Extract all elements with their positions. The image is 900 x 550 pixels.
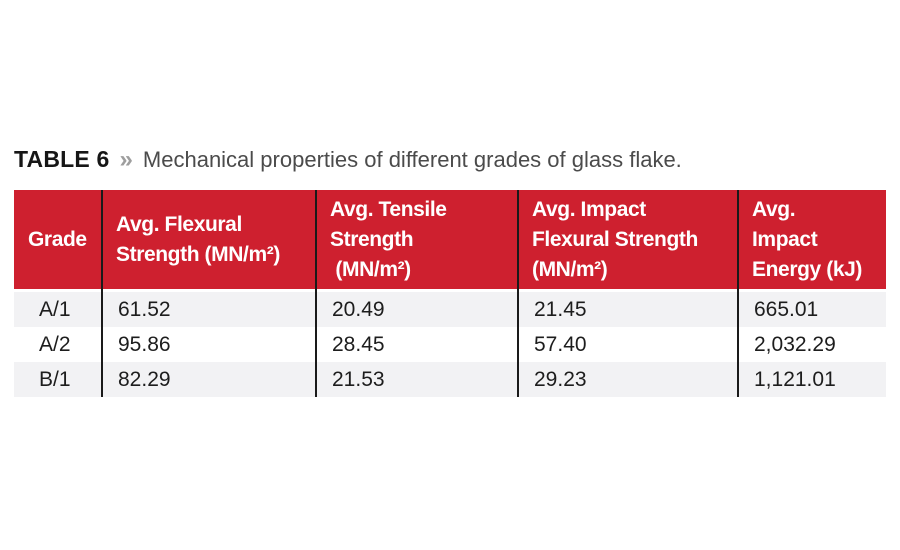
cell-tensile-strength: 21.53 bbox=[332, 367, 385, 391]
glass-flake-table: Grade Avg. Flexural Strength (MN/m²) Avg… bbox=[14, 190, 886, 397]
header-line: Flexural Strength bbox=[532, 227, 698, 251]
table-caption-row: TABLE 6 » Mechanical properties of diffe… bbox=[14, 146, 682, 174]
table-body: A/1 61.52 20.49 21.45 665.01 A/2 95.86 2… bbox=[14, 292, 886, 397]
column-divider bbox=[315, 190, 317, 397]
table-number-label: TABLE 6 bbox=[14, 146, 110, 172]
cell-impact-energy: 1,121.01 bbox=[754, 367, 836, 391]
table-caption-text: Mechanical properties of different grade… bbox=[142, 147, 682, 172]
table-header-row: Grade Avg. Flexural Strength (MN/m²) Avg… bbox=[14, 190, 886, 289]
header-line: Avg. Flexural bbox=[116, 212, 242, 236]
header-cell-flexural-strength: Avg. Flexural Strength (MN/m²) bbox=[102, 190, 316, 289]
cell-grade: A/1 bbox=[39, 297, 71, 321]
cell-impact-flexural-strength: 29.23 bbox=[534, 367, 587, 391]
header-line: Avg. bbox=[752, 197, 796, 221]
header-line: Strength (MN/m²) bbox=[116, 242, 280, 266]
column-divider bbox=[517, 190, 519, 397]
cell-impact-flexural-strength: 21.45 bbox=[534, 297, 587, 321]
table-row-a1: A/1 61.52 20.49 21.45 665.01 bbox=[14, 292, 886, 327]
table-row-b1: B/1 82.29 21.53 29.23 1,121.01 bbox=[14, 362, 886, 397]
cell-flexural-strength: 95.86 bbox=[118, 332, 171, 356]
cell-tensile-strength: 20.49 bbox=[332, 297, 385, 321]
header-line: Strength bbox=[330, 227, 414, 251]
cell-impact-energy: 2,032.29 bbox=[754, 332, 836, 356]
cell-flexural-strength: 82.29 bbox=[118, 367, 171, 391]
table-row-a2: A/2 95.86 28.45 57.40 2,032.29 bbox=[14, 327, 886, 362]
header-cell-tensile-strength: Avg. Tensile Strength (MN/m²) bbox=[316, 190, 518, 289]
header-cell-impact-flexural-strength: Avg. Impact Flexural Strength (MN/m²) bbox=[518, 190, 738, 289]
cell-tensile-strength: 28.45 bbox=[332, 332, 385, 356]
cell-grade: B/1 bbox=[39, 367, 71, 391]
cell-impact-flexural-strength: 57.40 bbox=[534, 332, 587, 356]
cell-impact-energy: 665.01 bbox=[754, 297, 819, 321]
header-line: Avg. Tensile bbox=[330, 197, 447, 221]
header-line: Impact bbox=[752, 227, 818, 251]
cell-grade: A/2 bbox=[39, 332, 71, 356]
header-line: Avg. Impact bbox=[532, 197, 646, 221]
column-divider bbox=[101, 190, 103, 397]
column-divider bbox=[737, 190, 739, 397]
chevron-separator-icon: » bbox=[119, 146, 133, 173]
header-line: Energy (kJ) bbox=[752, 257, 862, 281]
header-line: (MN/m²) bbox=[330, 257, 411, 281]
header-cell-impact-energy: Avg. Impact Energy (kJ) bbox=[738, 190, 886, 289]
header-cell-grade: Grade bbox=[14, 190, 102, 289]
cell-flexural-strength: 61.52 bbox=[118, 297, 171, 321]
header-line: Grade bbox=[28, 227, 87, 251]
header-line: (MN/m²) bbox=[532, 257, 608, 281]
